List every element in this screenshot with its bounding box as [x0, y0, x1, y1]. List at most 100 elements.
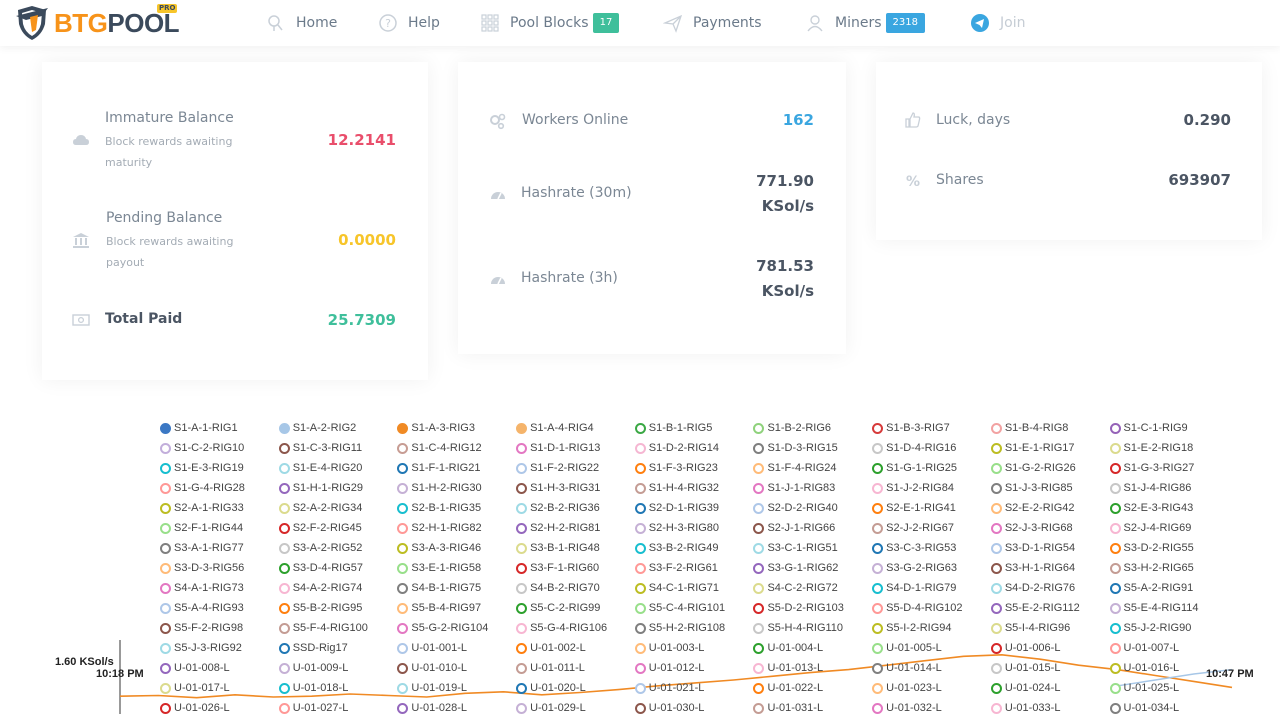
- legend-item[interactable]: S5-C-4-RIG101: [634, 598, 754, 618]
- legend-item[interactable]: S1-C-1-RIG9: [1109, 418, 1229, 438]
- legend-item[interactable]: U-01-016-L: [1109, 658, 1229, 678]
- legend-item[interactable]: S2-J-2-RIG67: [872, 518, 991, 538]
- legend-item[interactable]: S5-H-2-RIG108: [634, 618, 754, 638]
- legend-item[interactable]: S3-E-1-RIG58: [397, 558, 516, 578]
- legend-item[interactable]: S2-E-1-RIG41: [872, 498, 991, 518]
- legend-item[interactable]: U-01-021-L: [634, 678, 754, 698]
- legend-item[interactable]: U-01-007-L: [1109, 638, 1229, 658]
- legend-item[interactable]: S1-E-1-RIG17: [990, 438, 1110, 458]
- legend-item[interactable]: S5-F-4-RIG100: [278, 618, 398, 638]
- legend-item[interactable]: S1-F-2-RIG22: [516, 458, 635, 478]
- legend-item[interactable]: S1-G-3-RIG27: [1109, 458, 1229, 478]
- legend-item[interactable]: S1-F-3-RIG23: [634, 458, 754, 478]
- nav-payments[interactable]: Payments: [663, 11, 762, 35]
- legend-item[interactable]: S1-J-4-RIG86: [1109, 478, 1229, 498]
- legend-item[interactable]: U-01-013-L: [753, 658, 872, 678]
- legend-item[interactable]: S5-J-3-RIG92: [160, 638, 279, 658]
- legend-item[interactable]: U-01-004-L: [753, 638, 872, 658]
- legend-item[interactable]: S5-B-4-RIG97: [397, 598, 516, 618]
- legend-item[interactable]: U-01-023-L: [872, 678, 991, 698]
- legend-item[interactable]: S2-F-1-RIG44: [160, 518, 279, 538]
- legend-item[interactable]: S5-D-2-RIG103: [753, 598, 872, 618]
- legend-item[interactable]: S1-D-1-RIG13: [516, 438, 635, 458]
- legend-item[interactable]: S1-G-4-RIG28: [160, 478, 279, 498]
- legend-item[interactable]: U-01-011-L: [516, 658, 635, 678]
- legend-item[interactable]: S1-G-2-RIG26: [990, 458, 1110, 478]
- legend-item[interactable]: S1-E-4-RIG20: [278, 458, 398, 478]
- legend-item[interactable]: S5-A-2-RIG91: [1109, 578, 1229, 598]
- legend-item[interactable]: S2-J-1-RIG66: [753, 518, 872, 538]
- nav-miners[interactable]: Miners 2318: [805, 11, 925, 35]
- legend-item[interactable]: U-01-020-L: [516, 678, 635, 698]
- legend-item[interactable]: U-01-031-L: [753, 698, 872, 718]
- legend-item[interactable]: S4-A-1-RIG73: [160, 578, 279, 598]
- legend-item[interactable]: U-01-028-L: [397, 698, 516, 718]
- legend-item[interactable]: S1-A-3-RIG3: [397, 418, 516, 438]
- legend-item[interactable]: S3-G-2-RIG63: [872, 558, 991, 578]
- legend-item[interactable]: S1-H-1-RIG29: [278, 478, 398, 498]
- legend-item[interactable]: S5-I-2-RIG94: [872, 618, 991, 638]
- legend-item[interactable]: U-01-009-L: [278, 658, 398, 678]
- legend-item[interactable]: S3-B-1-RIG48: [516, 538, 635, 558]
- legend-item[interactable]: S1-C-2-RIG10: [160, 438, 279, 458]
- legend-item[interactable]: S3-C-3-RIG53: [872, 538, 991, 558]
- legend-item[interactable]: S2-D-1-RIG39: [634, 498, 754, 518]
- legend-item[interactable]: S1-J-1-RIG83: [753, 478, 872, 498]
- legend-item[interactable]: S2-H-2-RIG81: [516, 518, 635, 538]
- legend-item[interactable]: S2-H-3-RIG80: [634, 518, 754, 538]
- nav-join[interactable]: Join: [970, 11, 1025, 35]
- legend-item[interactable]: U-01-010-L: [397, 658, 516, 678]
- legend-item[interactable]: S3-A-2-RIG52: [278, 538, 398, 558]
- legend-item[interactable]: S2-E-3-RIG43: [1109, 498, 1229, 518]
- legend-item[interactable]: U-01-006-L: [990, 638, 1110, 658]
- legend-item[interactable]: U-01-017-L: [160, 678, 279, 698]
- legend-item[interactable]: S2-A-1-RIG33: [160, 498, 279, 518]
- legend-item[interactable]: S3-C-1-RIG51: [753, 538, 872, 558]
- legend-item[interactable]: S3-F-1-RIG60: [516, 558, 635, 578]
- legend-item[interactable]: S1-G-1-RIG25: [872, 458, 991, 478]
- legend-item[interactable]: S1-H-2-RIG30: [397, 478, 516, 498]
- legend-item[interactable]: U-01-015-L: [990, 658, 1110, 678]
- legend-item[interactable]: S3-H-2-RIG65: [1109, 558, 1229, 578]
- legend-item[interactable]: U-01-027-L: [278, 698, 398, 718]
- legend-item[interactable]: U-01-008-L: [160, 658, 279, 678]
- legend-item[interactable]: S4-D-1-RIG79: [872, 578, 991, 598]
- legend-item[interactable]: S4-A-2-RIG74: [278, 578, 398, 598]
- legend-item[interactable]: S1-D-4-RIG16: [872, 438, 991, 458]
- legend-item[interactable]: S3-F-2-RIG61: [634, 558, 754, 578]
- legend-item[interactable]: S4-C-1-RIG71: [634, 578, 754, 598]
- legend-item[interactable]: U-01-012-L: [634, 658, 754, 678]
- legend-item[interactable]: SSD-Rig17: [278, 638, 398, 658]
- legend-item[interactable]: S3-D-2-RIG55: [1109, 538, 1229, 558]
- legend-item[interactable]: S1-E-3-RIG19: [160, 458, 279, 478]
- legend-item[interactable]: S2-B-2-RIG36: [516, 498, 635, 518]
- legend-item[interactable]: S5-H-4-RIG110: [753, 618, 872, 638]
- legend-item[interactable]: S5-F-2-RIG98: [160, 618, 279, 638]
- legend-item[interactable]: S1-B-1-RIG5: [634, 418, 754, 438]
- legend-item[interactable]: S3-B-2-RIG49: [634, 538, 754, 558]
- legend-item[interactable]: S5-D-4-RIG102: [872, 598, 991, 618]
- legend-item[interactable]: S5-G-2-RIG104: [397, 618, 516, 638]
- legend-item[interactable]: U-01-014-L: [872, 658, 991, 678]
- brand-logo[interactable]: BTGPOOL: [12, 4, 180, 42]
- legend-item[interactable]: S2-J-3-RIG68: [990, 518, 1110, 538]
- legend-item[interactable]: S1-B-4-RIG8: [990, 418, 1110, 438]
- legend-item[interactable]: S5-G-4-RIG106: [516, 618, 635, 638]
- legend-item[interactable]: S3-A-3-RIG46: [397, 538, 516, 558]
- legend-item[interactable]: U-01-030-L: [634, 698, 754, 718]
- legend-item[interactable]: S1-C-4-RIG12: [397, 438, 516, 458]
- nav-home[interactable]: Home: [266, 11, 337, 35]
- legend-item[interactable]: S3-D-1-RIG54: [990, 538, 1110, 558]
- legend-item[interactable]: S1-F-4-RIG24: [753, 458, 872, 478]
- legend-item[interactable]: S2-J-4-RIG69: [1109, 518, 1229, 538]
- nav-help[interactable]: ? Help: [378, 11, 440, 35]
- legend-item[interactable]: U-01-026-L: [160, 698, 279, 718]
- legend-item[interactable]: S1-F-1-RIG21: [397, 458, 516, 478]
- legend-item[interactable]: U-01-025-L: [1109, 678, 1229, 698]
- legend-item[interactable]: S3-D-4-RIG57: [278, 558, 398, 578]
- legend-item[interactable]: S3-G-1-RIG62: [753, 558, 872, 578]
- legend-item[interactable]: U-01-018-L: [278, 678, 398, 698]
- legend-item[interactable]: U-01-001-L: [397, 638, 516, 658]
- legend-item[interactable]: S2-F-2-RIG45: [278, 518, 398, 538]
- legend-item[interactable]: S1-B-3-RIG7: [872, 418, 991, 438]
